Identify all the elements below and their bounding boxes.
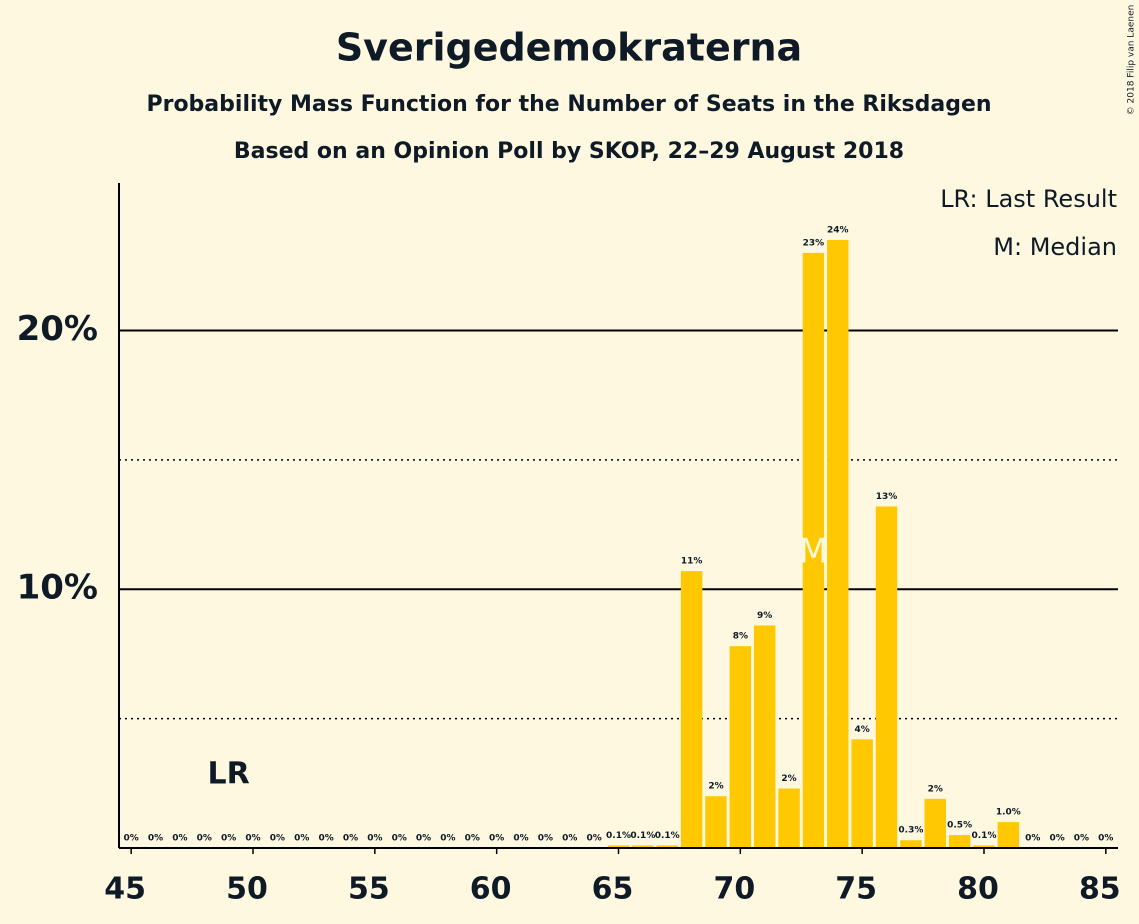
value-label: 0.1%	[972, 831, 997, 841]
value-label: 4%	[855, 725, 870, 735]
bar	[680, 571, 703, 848]
value-label: 0%	[440, 834, 455, 844]
value-label: 13%	[876, 492, 898, 502]
value-label: 0%	[172, 834, 187, 844]
bar	[656, 845, 678, 848]
bar	[632, 845, 654, 848]
bar	[607, 845, 630, 848]
value-label: 0.1%	[655, 831, 680, 841]
legend-entry: M: Median	[993, 233, 1117, 261]
bar	[997, 822, 1020, 848]
bar	[924, 798, 946, 848]
value-label: 0.1%	[630, 831, 655, 841]
value-label: 0%	[245, 834, 260, 844]
chart-title: Sverigedemokraterna	[336, 26, 802, 70]
bar	[729, 646, 752, 848]
bar	[948, 835, 971, 848]
value-label: 0%	[270, 834, 285, 844]
value-label: 0%	[367, 834, 382, 844]
value-label: 0%	[416, 834, 431, 844]
chart-subtitle: Probability Mass Function for the Number…	[146, 92, 991, 117]
bar	[753, 625, 776, 848]
value-label: 0%	[197, 834, 212, 844]
value-label: 9%	[757, 611, 772, 621]
value-label: 0%	[513, 834, 528, 844]
copyright: © 2018 Filip van Laenen	[1127, 5, 1137, 116]
bar	[705, 796, 727, 848]
annotation: M	[799, 532, 828, 572]
value-label: 8%	[733, 632, 748, 642]
x-tick-label: 45	[104, 872, 146, 907]
y-tick-label: 20%	[17, 309, 98, 349]
value-label: 0%	[148, 834, 163, 844]
legend-entry: LR: Last Result	[940, 185, 1117, 213]
bar	[802, 252, 825, 848]
value-label: 0%	[489, 834, 504, 844]
value-label: 0.1%	[606, 831, 631, 841]
value-label: 0.3%	[898, 826, 923, 836]
value-label: 2%	[928, 784, 943, 794]
value-label: 0%	[221, 834, 236, 844]
x-tick-label: 85	[1079, 872, 1121, 907]
value-label: 0%	[465, 834, 480, 844]
value-label: 0%	[124, 834, 139, 844]
bar	[778, 788, 800, 848]
value-label: 24%	[827, 225, 849, 235]
value-label: 0%	[586, 834, 601, 844]
x-tick-label: 75	[835, 872, 877, 907]
value-label: 0%	[1074, 834, 1089, 844]
value-label: 0%	[538, 834, 553, 844]
value-label: 0.5%	[947, 821, 972, 831]
x-tick-label: 55	[348, 872, 390, 907]
value-label: 0%	[318, 834, 333, 844]
value-label: 0%	[1098, 834, 1113, 844]
value-label: 0%	[1049, 834, 1064, 844]
bar	[900, 840, 922, 848]
value-label: 2%	[781, 774, 796, 784]
bar	[827, 239, 849, 848]
value-label: 0%	[343, 834, 358, 844]
bar	[851, 739, 873, 848]
value-label: 23%	[803, 238, 825, 248]
value-label: 0%	[1025, 834, 1040, 844]
y-tick-label: 10%	[17, 568, 98, 608]
bar	[875, 506, 898, 848]
value-label: 0%	[392, 834, 407, 844]
x-tick-label: 80	[957, 872, 999, 907]
value-label: 11%	[681, 557, 703, 567]
annotation: LR	[208, 757, 250, 792]
value-label: 0%	[562, 834, 577, 844]
chart-subtitle: Based on an Opinion Poll by SKOP, 22–29 …	[234, 139, 904, 164]
x-tick-label: 65	[592, 872, 634, 907]
value-label: 0%	[294, 834, 309, 844]
value-label: 2%	[708, 782, 723, 792]
x-tick-label: 60	[470, 872, 512, 907]
value-label: 1.0%	[996, 808, 1021, 818]
bar	[973, 845, 995, 848]
x-tick-label: 50	[226, 872, 268, 907]
x-tick-label: 70	[713, 872, 755, 907]
